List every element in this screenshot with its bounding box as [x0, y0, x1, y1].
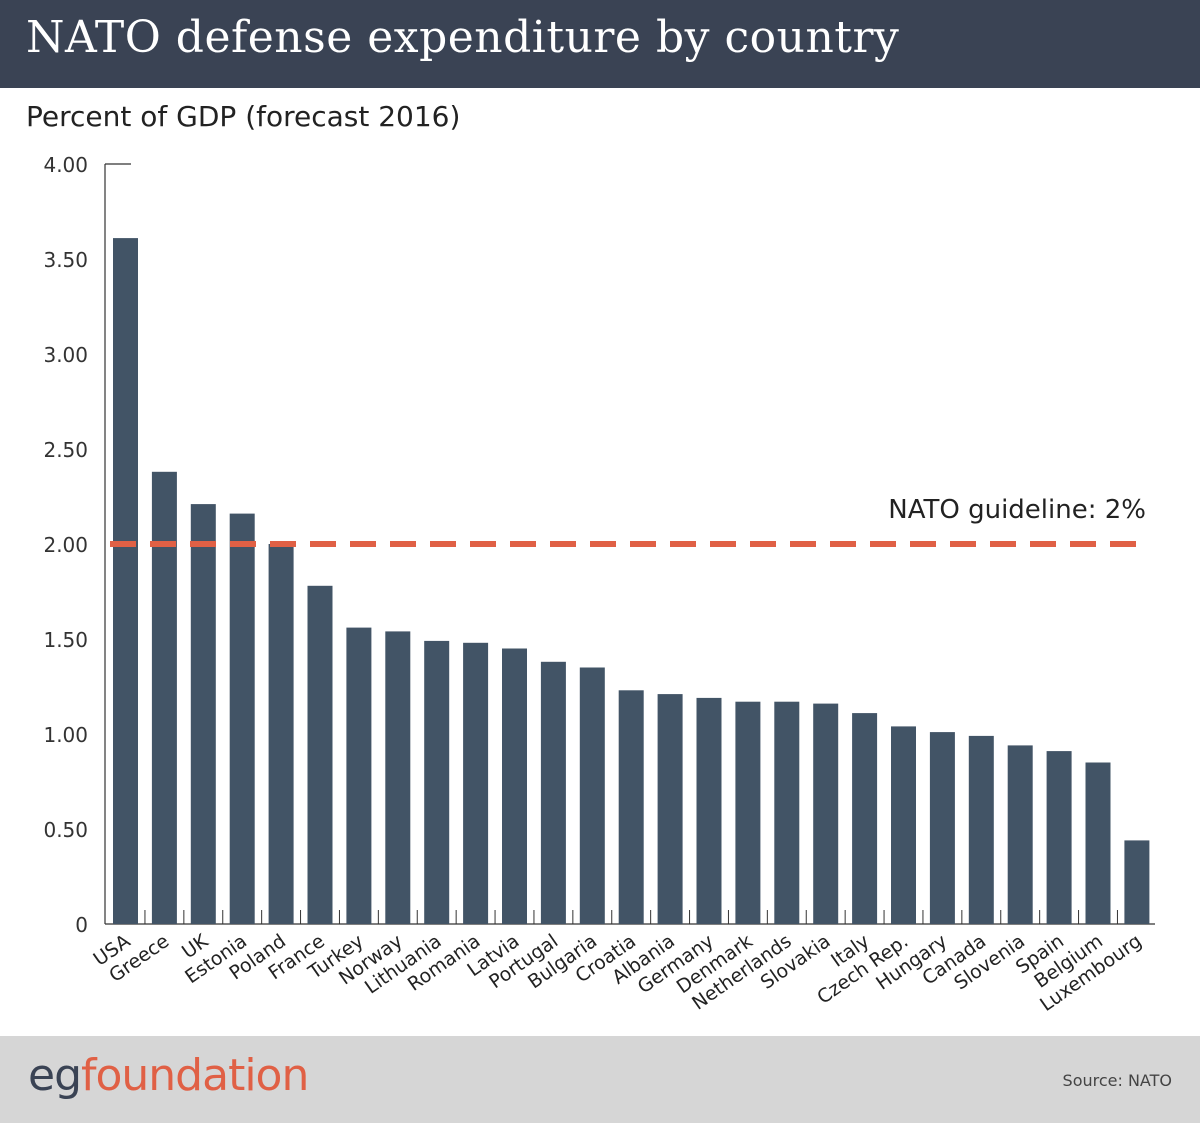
egfoundation-logo: egfoundation [28, 1050, 309, 1101]
bar-norway [385, 631, 411, 924]
footer-bar: egfoundation Source: NATO [0, 1036, 1200, 1123]
guideline-label: NATO guideline: 2% [888, 495, 1146, 525]
bar-bulgaria [579, 667, 605, 924]
y-axis-label: Percent of GDP (forecast 2016) [26, 100, 461, 133]
bar-spain [1046, 751, 1072, 924]
bar-portugal [540, 661, 566, 924]
bar-usa [113, 238, 138, 925]
bar-canada [968, 735, 994, 924]
y-tick-label: 1.00 [43, 723, 88, 747]
bar-france [307, 585, 333, 924]
bar-chart: 00.501.001.502.002.503.003.504.00USAGree… [43, 153, 1155, 1016]
bar-poland [268, 544, 294, 924]
source-note: Source: NATO [1062, 1071, 1172, 1090]
bar-germany [696, 697, 722, 924]
y-tick-label: 3.50 [43, 248, 88, 272]
bar-luxembourg [1124, 840, 1150, 924]
y-tick-label: 2.00 [43, 533, 88, 557]
bar-slovenia [1007, 745, 1033, 924]
bar-slovakia [813, 703, 839, 924]
header-bar: NATO defense expenditure by country [0, 0, 1200, 88]
bar-albania [657, 694, 683, 924]
y-tick-label: 0 [75, 913, 88, 937]
y-tick-label: 0.50 [43, 818, 88, 842]
bar-croatia [618, 690, 644, 924]
bar-latvia [502, 648, 527, 924]
bar-hungary [929, 732, 955, 924]
bar-italy [852, 713, 878, 924]
bar-belgium [1085, 762, 1111, 924]
bar-netherlands [774, 701, 800, 924]
bar-greece [151, 471, 177, 924]
bar-lithuania [424, 640, 450, 924]
y-tick-label: 3.00 [43, 343, 88, 367]
bar-romania [463, 642, 489, 924]
y-tick-label: 1.50 [43, 628, 88, 652]
bar-denmark [735, 701, 761, 924]
logo-foundation: foundation [81, 1050, 309, 1101]
chart-title: NATO defense expenditure by country [26, 12, 900, 63]
y-tick-label: 2.50 [43, 438, 88, 462]
bar-turkey [346, 627, 372, 924]
y-tick-label: 4.00 [43, 153, 88, 177]
bar-estonia [229, 513, 255, 924]
bar-uk [190, 504, 216, 924]
bar-czech-rep- [891, 726, 916, 924]
logo-eg: eg [28, 1050, 82, 1101]
